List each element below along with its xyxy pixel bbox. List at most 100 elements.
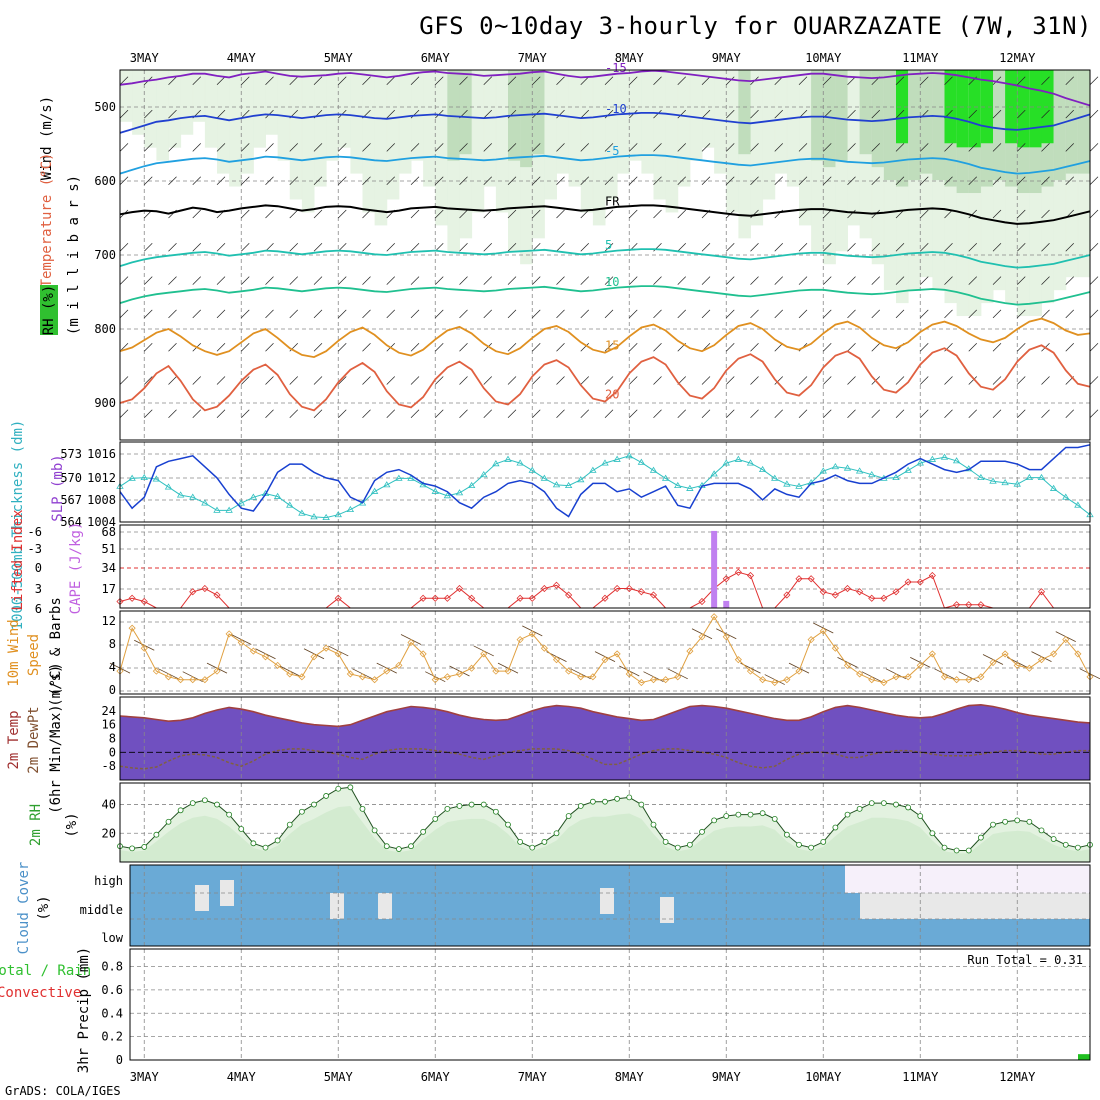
- rh2m-point: [893, 801, 899, 808]
- rh-shade: [835, 70, 848, 161]
- wind-barb: [944, 76, 953, 86]
- wind-barb: [726, 176, 735, 185]
- li-point: [783, 591, 791, 599]
- wind-barb: [483, 209, 492, 219]
- wind-barb: [871, 176, 880, 185]
- wind-barb: [629, 342, 638, 352]
- wind-barb: [968, 143, 977, 152]
- rh2m-point: [832, 824, 839, 831]
- thickness-point: [674, 481, 682, 489]
- wind-barb: [1017, 342, 1026, 352]
- rh2m-point: [201, 797, 208, 804]
- thickness-line: [119, 455, 1091, 519]
- thickness-point: [564, 481, 573, 489]
- wind-barb: [701, 309, 711, 319]
- wind-barb: [410, 143, 420, 152]
- thickness-point: [819, 467, 827, 474]
- wind-barb: [192, 143, 201, 152]
- rh-shade: [580, 70, 594, 213]
- li-point: [795, 575, 803, 583]
- wind-barb: [313, 176, 323, 185]
- rh-shade: [617, 70, 630, 174]
- wind-barb: [168, 243, 177, 252]
- li-point: [722, 575, 730, 583]
- thickness-point: [649, 466, 658, 473]
- rh2m-tick-label: 40: [102, 798, 116, 812]
- li-point: [565, 591, 573, 599]
- wind-speed-point: [1050, 650, 1058, 658]
- wind-barb: [265, 209, 274, 219]
- rh2m-point: [990, 821, 996, 828]
- wind-barb: [386, 76, 395, 86]
- wind-barb: [313, 143, 323, 152]
- thickness-point: [855, 467, 864, 474]
- wind-barb: [604, 176, 614, 185]
- li-line: [119, 571, 1090, 609]
- wind-barb: [362, 176, 371, 185]
- wind-barb: [1041, 409, 1050, 419]
- rh-label-box: [40, 285, 58, 335]
- wind-barb: [920, 409, 929, 419]
- wind-barb: [750, 109, 759, 119]
- wind-barb: [1041, 176, 1050, 185]
- wind-speed-point: [601, 656, 609, 664]
- rh-shade-green: [896, 70, 909, 144]
- thickness-point: [1074, 501, 1082, 508]
- wind-barb: [944, 409, 953, 419]
- rh-shade: [289, 70, 303, 200]
- rh2m-point: [614, 795, 621, 802]
- wind-barb: [168, 309, 177, 319]
- rh2m-point: [298, 808, 305, 815]
- rh-shade: [823, 70, 836, 168]
- wind-barb: [289, 176, 298, 185]
- thickness-point: [940, 453, 949, 460]
- wind-barb: [895, 243, 905, 252]
- wind-barb: [241, 76, 250, 86]
- thickness-point: [758, 465, 767, 473]
- li-point: [334, 594, 342, 602]
- wind-speed-point: [746, 667, 755, 675]
- wind-barb: [920, 309, 929, 319]
- wind-barb: [362, 342, 371, 352]
- wind-speed-point: [201, 676, 209, 684]
- wind-barb: [459, 376, 468, 385]
- temp-line: [119, 703, 1091, 728]
- wind-speed-point: [334, 650, 342, 658]
- temp-tick-label: 0: [109, 745, 116, 759]
- wind-barb: [435, 143, 444, 152]
- wind-barb: [798, 209, 808, 219]
- wind-barb: [750, 143, 759, 152]
- bottom-date-label: 3MAY: [130, 1070, 160, 1084]
- wind-barb: [629, 209, 638, 219]
- rh-shade: [726, 70, 739, 213]
- rh-shade: [204, 70, 218, 148]
- wind-barb: [823, 76, 832, 86]
- rh2m-point: [662, 838, 669, 845]
- wind-barb: [313, 76, 323, 86]
- thickness-point: [977, 473, 985, 481]
- wind-barb: [410, 76, 420, 86]
- wind-barb: [580, 409, 589, 419]
- wind-barb: [823, 309, 832, 319]
- wind-barb: [823, 243, 832, 252]
- wind-barb: [386, 176, 395, 185]
- wind-barb: [847, 109, 856, 119]
- wind-barb: [507, 176, 517, 185]
- wind-barb: [362, 143, 371, 152]
- wind-barb: [677, 176, 686, 185]
- wind-barb: [459, 209, 468, 219]
- top-date-label: 7MAY: [518, 51, 548, 65]
- rh2m-ylabel: 2m RH: [28, 804, 44, 846]
- wind-speed-point: [686, 647, 694, 655]
- rh-shade: [217, 70, 230, 174]
- thickness-point: [346, 505, 355, 513]
- li-tick-label: 0: [35, 561, 42, 575]
- wind-speed-point: [310, 653, 318, 661]
- rh-shade: [350, 70, 363, 174]
- wind-barb: [507, 409, 517, 419]
- rh2m-point: [735, 811, 742, 818]
- thickness-point: [225, 506, 233, 513]
- wind-barb: [992, 376, 1002, 385]
- thickness-point: [892, 473, 900, 481]
- wind-barb: [629, 376, 638, 385]
